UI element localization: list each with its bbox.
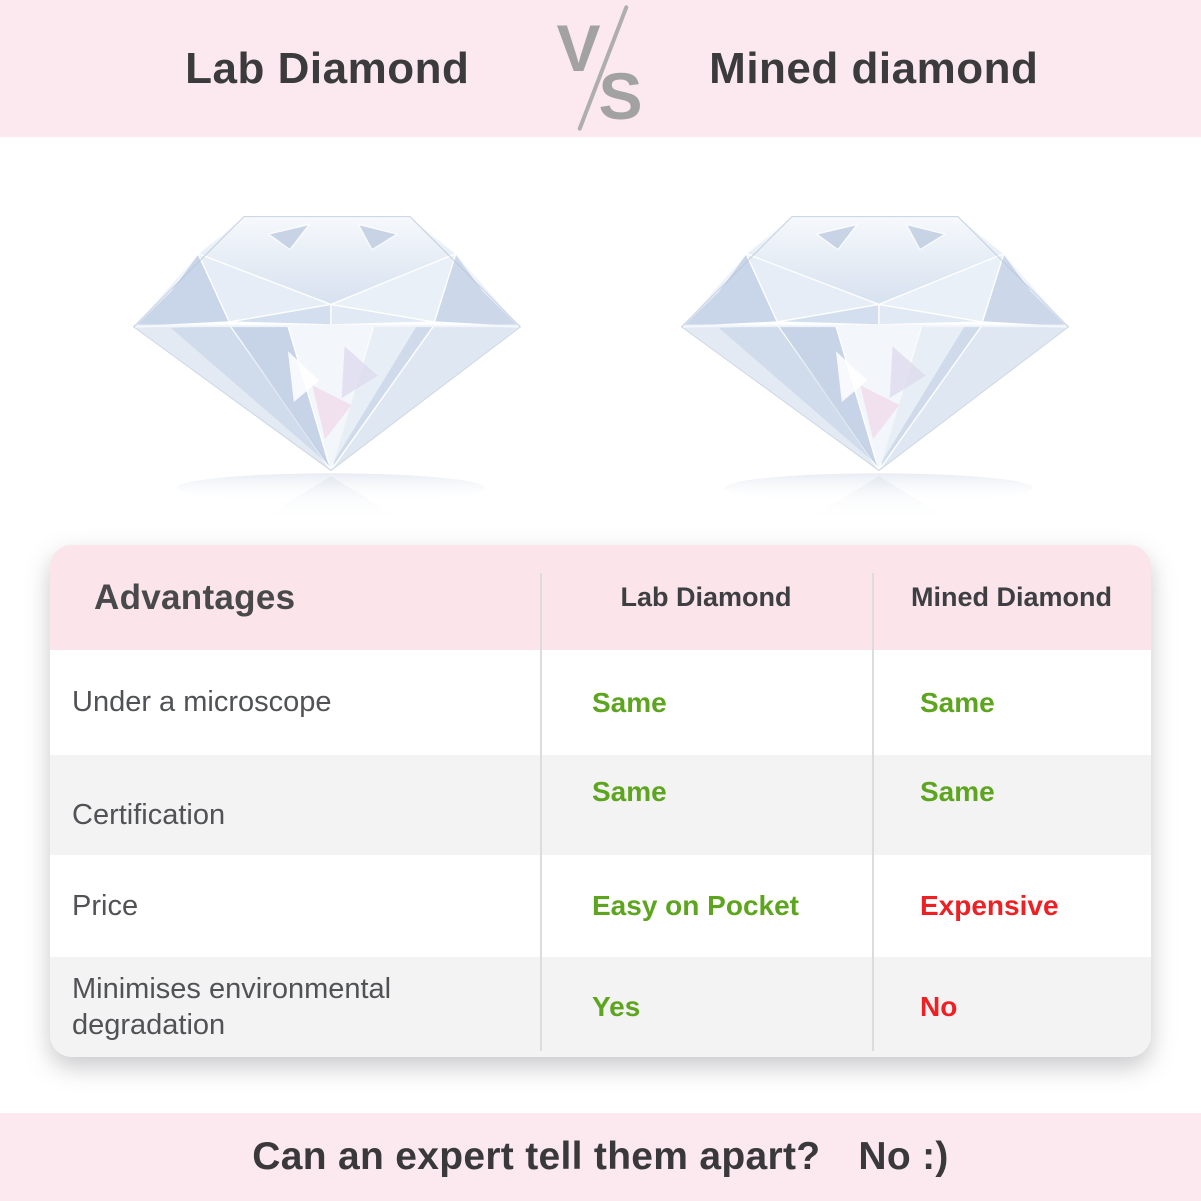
- mined-value: No: [920, 991, 958, 1022]
- row-label: Under a microscope: [72, 686, 332, 719]
- table-row: Minimises environmental degradation Yes …: [50, 957, 1151, 1057]
- title-banner: Lab Diamond V S Mined diamond: [0, 0, 1201, 137]
- vs-mark: V S: [555, 4, 647, 133]
- right-title: Mined diamond: [709, 43, 1039, 93]
- table-row: Under a microscope Same Same: [50, 650, 1151, 755]
- column-header-lab: Lab Diamond: [620, 582, 792, 612]
- mined-value: Same: [920, 776, 995, 807]
- lab-diamond-image: [131, 214, 522, 526]
- vs-letter-s: S: [598, 58, 643, 133]
- column-divider: [540, 573, 542, 1051]
- mined-value: Expensive: [920, 890, 1059, 921]
- lab-value: Easy on Pocket: [592, 890, 799, 921]
- vs-letter-v: V: [556, 10, 601, 85]
- table-header-row: Advantages Lab Diamond Mined Diamond: [50, 545, 1151, 650]
- left-title: Lab Diamond: [185, 43, 470, 93]
- lab-value: Same: [592, 686, 667, 718]
- table-row: Price Easy on Pocket Expensive: [50, 855, 1151, 957]
- lab-value: Same: [592, 776, 667, 807]
- table-row: Certification Same Same: [50, 755, 1151, 855]
- advantages-header: Advantages: [94, 577, 296, 617]
- comparison-table: Advantages Lab Diamond Mined Diamond Und…: [50, 545, 1151, 1057]
- row-label: Price: [72, 889, 139, 922]
- mined-value: Same: [920, 686, 995, 718]
- footer-question: Can an expert tell them apart?: [252, 1135, 821, 1178]
- footer-answer: No :): [858, 1135, 949, 1178]
- column-header-mined: Mined Diamond: [911, 582, 1112, 612]
- mined-diamond-image: [679, 214, 1070, 526]
- diamond-images: [0, 137, 1201, 545]
- row-label: Minimises environmental degradation: [72, 972, 392, 1041]
- footer-banner: Can an expert tell them apart? No :): [0, 1113, 1201, 1201]
- lab-value: Yes: [592, 991, 641, 1022]
- column-divider: [872, 573, 874, 1051]
- row-label: Certification: [72, 798, 226, 831]
